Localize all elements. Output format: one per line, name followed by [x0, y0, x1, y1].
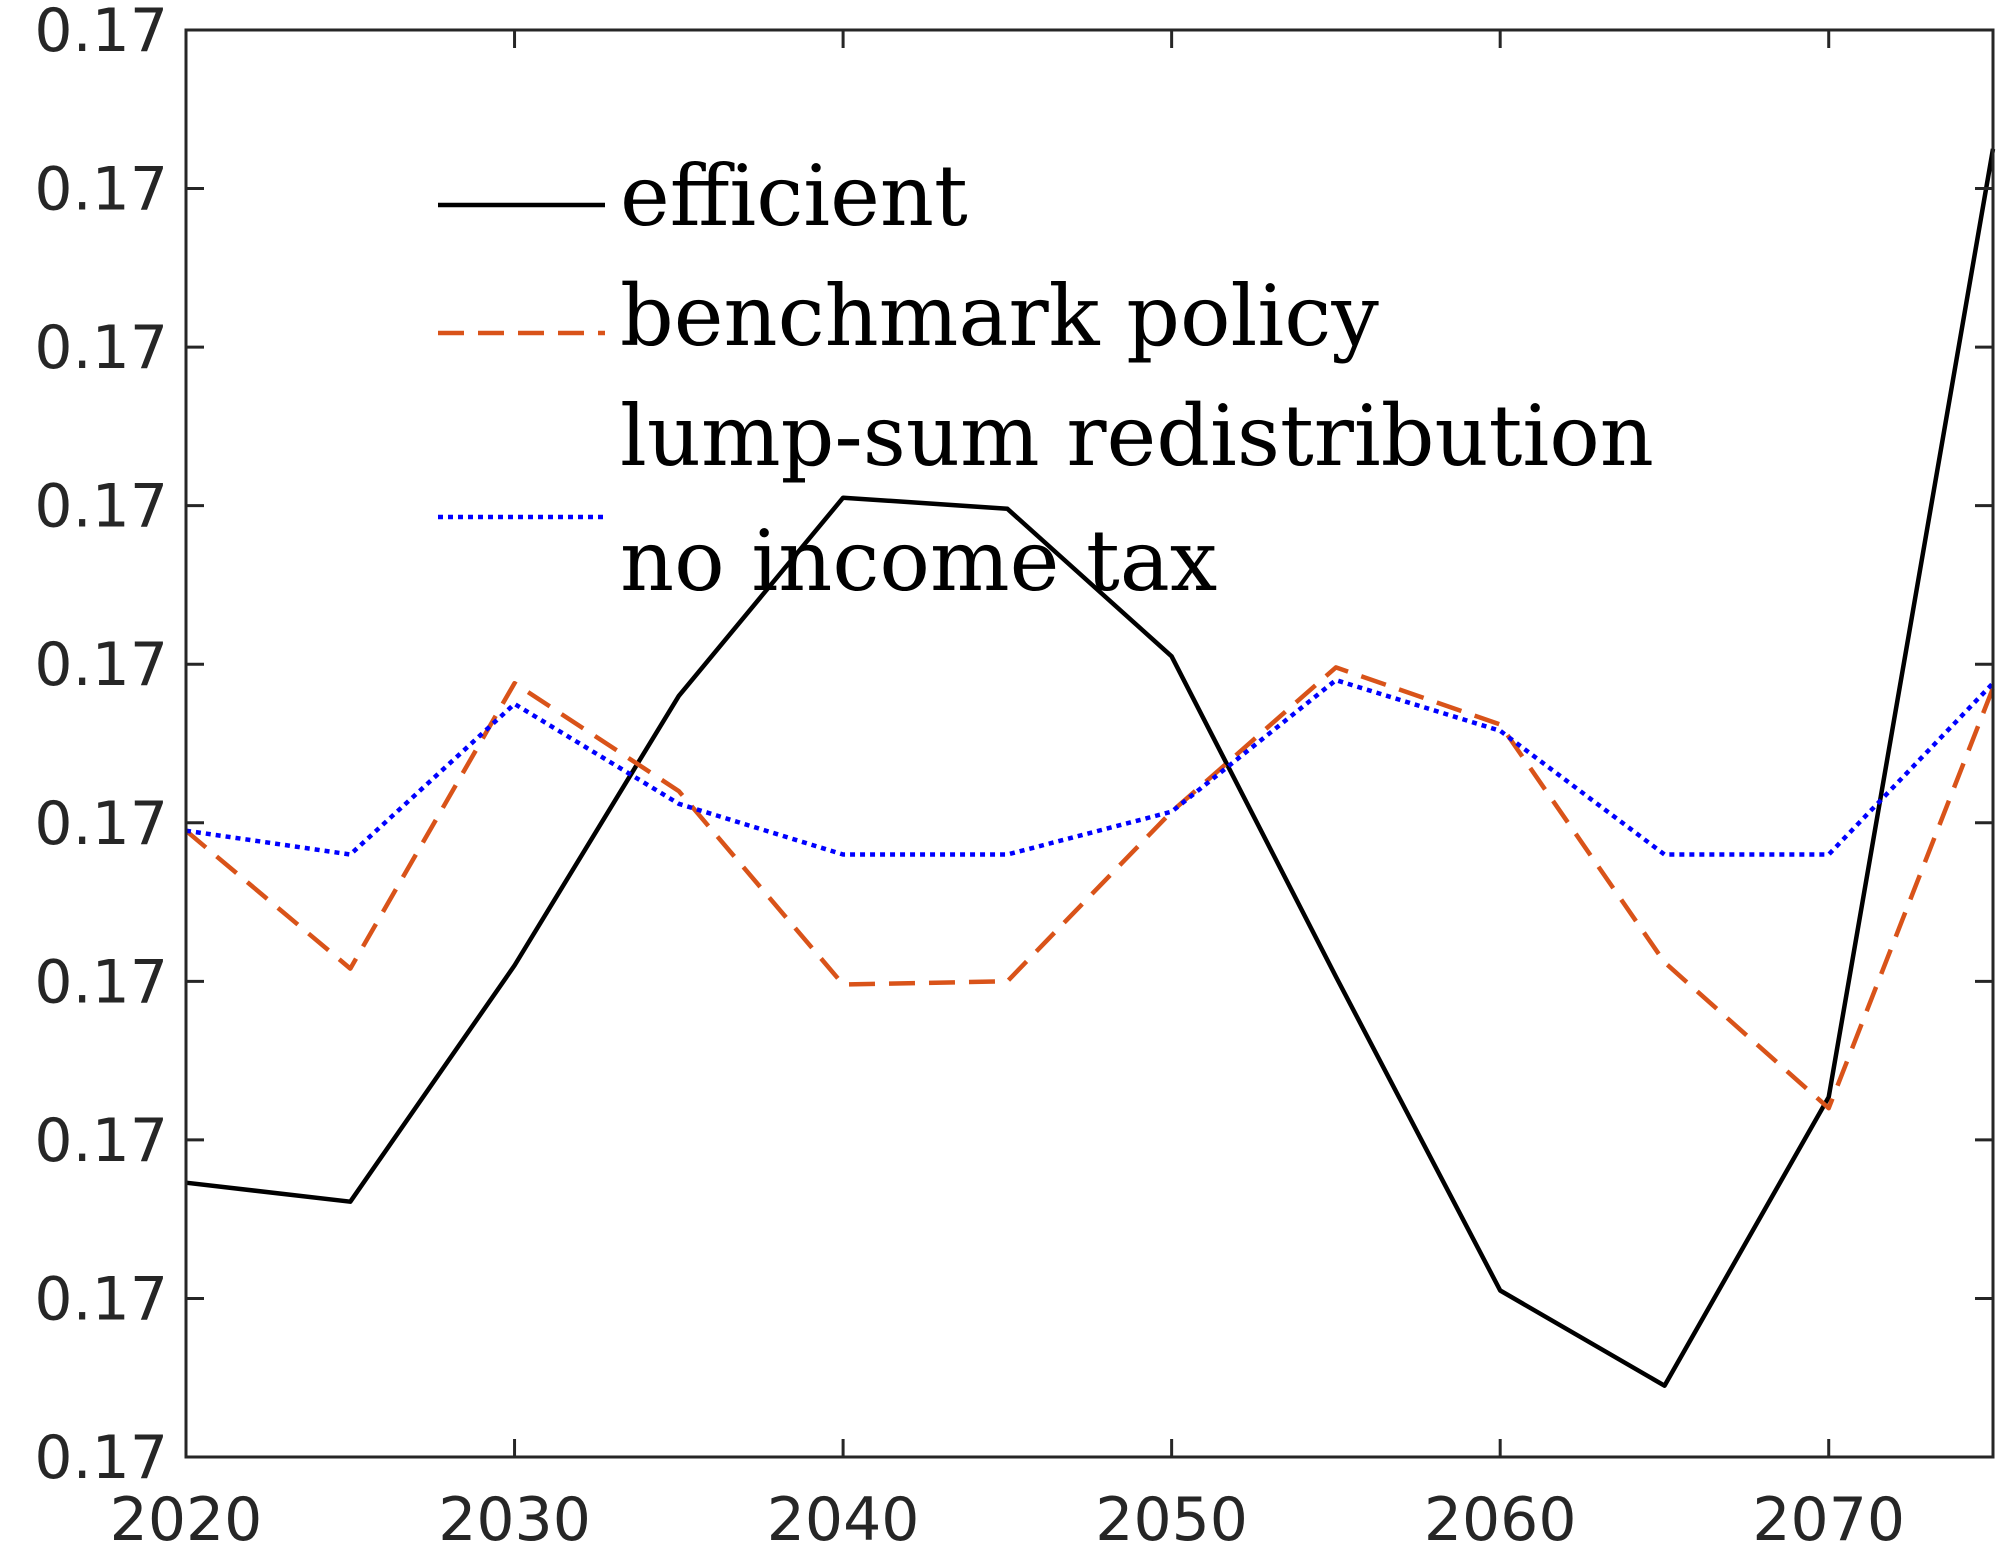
x-axis: 2020 2030 2040 2050 2060 2070 [110, 30, 1905, 1553]
series-line-lump-sum-redistribution [185, 677, 1995, 857]
series-line-benchmark-policy [184, 665, 1996, 1111]
x-tick-label: 2060 [1424, 1485, 1577, 1553]
plot-lines [184, 148, 1996, 1388]
plot-frame [184, 28, 1995, 1459]
x-tick-label: 2020 [110, 1485, 263, 1553]
y-tick-label: 0.17 [34, 472, 168, 542]
legend-label: no income tax [620, 512, 1217, 610]
y-tick-label: 0.17 [34, 313, 168, 383]
legend-label: efficient [620, 147, 968, 245]
y-tick-label: 0.17 [34, 1423, 168, 1493]
y-tick-label: 0.17 [34, 0, 168, 66]
y-axis: 0.17 0.17 0.17 0.17 0.17 0.17 0.17 0.17 0.17 0.17 [34, 0, 1993, 1493]
y-tick-label: 0.17 [34, 789, 168, 859]
y-tick-label: 0.17 [34, 630, 168, 700]
x-tick-label: 2040 [767, 1485, 920, 1553]
x-tick-label: 2070 [1752, 1485, 1905, 1553]
legend: efficient benchmark policy lump-sum redist… [438, 147, 1654, 610]
y-tick-label: 0.17 [34, 947, 168, 1017]
y-tick-label: 0.17 [34, 155, 168, 225]
legend-label: lump-sum redistribution [620, 387, 1654, 485]
legend-label: benchmark policy [620, 267, 1379, 365]
y-tick-label: 0.17 [34, 1264, 168, 1334]
x-tick-label: 2050 [1095, 1485, 1248, 1553]
x-tick-label: 2030 [438, 1485, 591, 1553]
series-line-efficient [185, 148, 1996, 1388]
y-tick-label: 0.17 [34, 1106, 168, 1176]
